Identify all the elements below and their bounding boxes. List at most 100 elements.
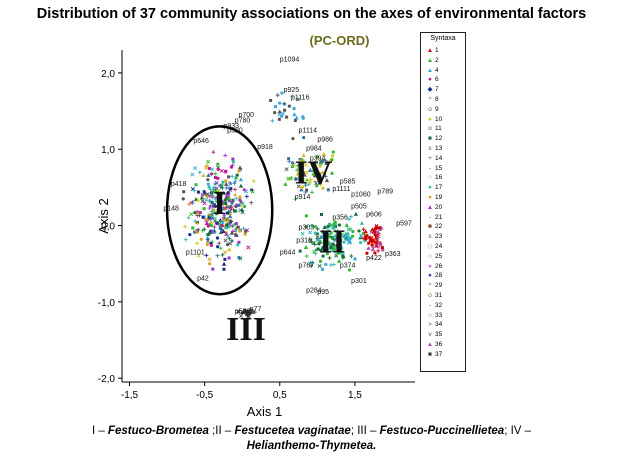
data-point <box>316 247 320 251</box>
data-point <box>344 231 349 236</box>
data-point <box>361 236 366 241</box>
point-label: p301 <box>351 278 367 285</box>
data-point <box>233 187 238 192</box>
data-point <box>284 167 289 172</box>
data-point <box>320 235 324 239</box>
legend-label: 8 <box>435 96 439 103</box>
region-label: III <box>226 311 266 348</box>
data-point <box>280 114 284 118</box>
data-point <box>315 226 320 231</box>
legend-label: 37 <box>435 350 443 358</box>
legend-label: 19 <box>435 194 443 201</box>
legend-symbol: v <box>428 331 432 339</box>
data-point <box>212 216 218 221</box>
data-point <box>289 176 294 181</box>
point-label: p780 <box>235 118 251 125</box>
data-point <box>205 217 209 221</box>
legend-symbol: ● <box>428 184 432 192</box>
data-point <box>304 254 309 259</box>
point-label: p700 <box>238 112 254 119</box>
data-point <box>324 262 328 267</box>
data-point <box>270 118 275 123</box>
data-point <box>313 225 317 229</box>
data-point <box>320 170 325 175</box>
data-point <box>330 154 335 158</box>
legend-title: Syntaxa <box>430 35 456 42</box>
data-point <box>320 245 325 250</box>
legend-symbol: ◇ <box>427 243 433 250</box>
data-point <box>318 161 323 166</box>
data-point <box>216 245 220 249</box>
data-point <box>327 255 332 260</box>
data-point <box>225 243 230 247</box>
legend-symbol: ● <box>428 115 432 123</box>
data-point <box>205 236 210 240</box>
legend-symbol: ○ <box>428 252 432 260</box>
data-point <box>324 161 328 165</box>
data-point <box>210 200 214 204</box>
point-label: p789 <box>377 188 393 195</box>
data-point <box>224 169 228 173</box>
data-point <box>194 183 198 187</box>
data-point <box>277 117 281 121</box>
caption-segment: Festuco-Puccinellietea <box>379 425 505 437</box>
data-point <box>202 201 207 206</box>
point-label: p318 <box>296 237 312 244</box>
data-point <box>221 180 225 184</box>
data-point <box>335 251 340 256</box>
legend-label: 4 <box>435 66 439 74</box>
data-point <box>347 268 351 272</box>
data-point <box>215 221 219 226</box>
data-point <box>199 237 203 241</box>
data-point <box>229 219 234 224</box>
data-point <box>224 225 229 230</box>
data-point <box>196 227 201 232</box>
data-point <box>237 169 241 173</box>
data-point <box>215 199 219 204</box>
legend-label: 26 <box>435 262 443 270</box>
data-point <box>209 223 213 228</box>
data-point <box>183 224 188 229</box>
data-point <box>353 211 359 216</box>
data-point <box>222 217 227 222</box>
legend-label: 2 <box>435 56 439 64</box>
data-point <box>283 108 287 112</box>
data-point <box>277 109 282 114</box>
data-point <box>208 199 212 203</box>
data-point <box>295 168 300 173</box>
legend-symbol: > <box>428 321 432 329</box>
legend: Syntaxa ▲ 1 ▲ 2 ▲ 4 ● 6 ◆ 7 ^ 8 o 9 ● 10 o 11 ■ 12 x 13 +14-15… <box>420 32 466 372</box>
data-point <box>347 238 351 242</box>
data-point <box>381 248 385 252</box>
data-point <box>364 237 368 241</box>
data-point <box>249 308 253 312</box>
data-point <box>196 253 201 258</box>
data-point <box>303 245 309 249</box>
data-point <box>364 234 368 238</box>
data-point <box>186 215 191 220</box>
legend-label: 28 <box>435 272 443 280</box>
data-point <box>219 226 223 230</box>
legend-item: -15 <box>425 165 442 172</box>
data-point <box>204 221 209 226</box>
legend-label: 13 <box>435 145 443 152</box>
data-point <box>363 229 368 234</box>
data-point <box>331 241 336 246</box>
legend-item: ◆ 7 <box>425 86 439 93</box>
data-point <box>230 224 235 229</box>
data-point <box>195 211 199 215</box>
point-label: p986 <box>317 137 333 144</box>
data-point <box>321 231 327 236</box>
data-point <box>234 232 238 237</box>
point-label: p418 <box>171 181 187 188</box>
y-tick-label: 0,0 <box>101 222 115 233</box>
legend-symbol: ● <box>428 76 432 84</box>
data-point <box>193 230 197 234</box>
region-label: IV <box>295 155 333 192</box>
data-point <box>211 150 216 155</box>
data-point <box>337 223 342 227</box>
caption-line-1: I – Festuco-Brometea ;II – Festucetea va… <box>0 424 623 439</box>
data-point <box>220 252 225 257</box>
data-point <box>346 240 351 245</box>
data-point <box>246 309 250 313</box>
